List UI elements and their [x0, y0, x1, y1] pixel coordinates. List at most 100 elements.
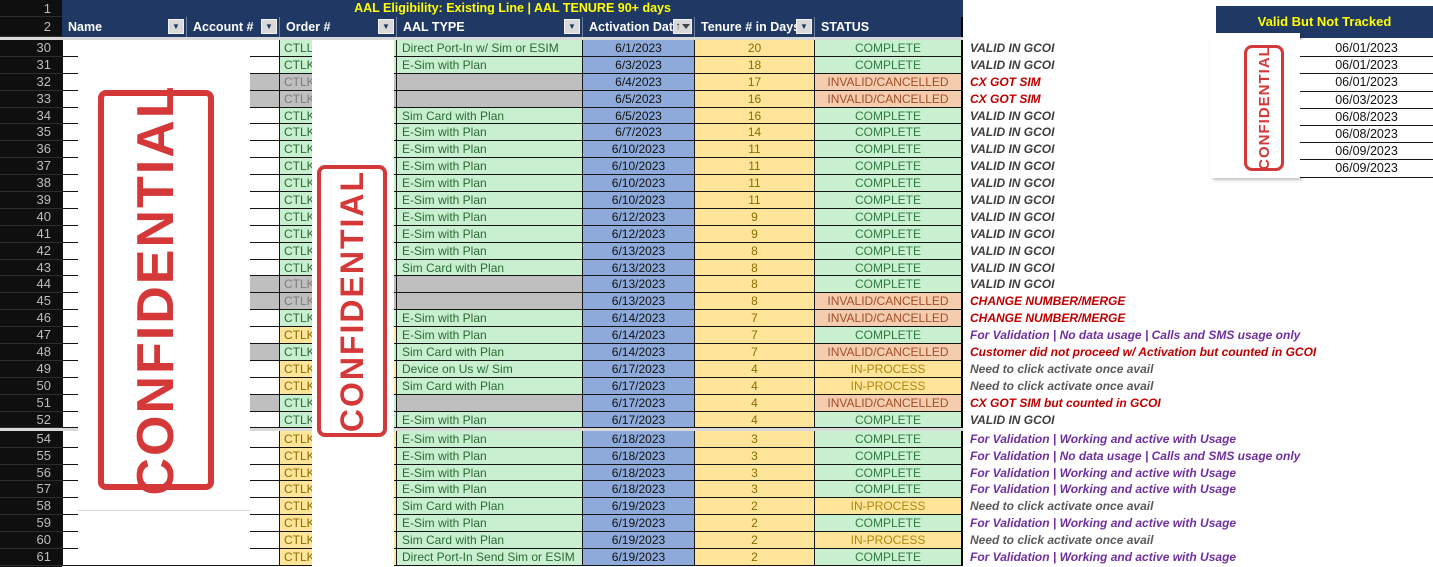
- cell-status[interactable]: IN-PROCESS: [815, 532, 963, 550]
- cell-tenure-days[interactable]: 14: [695, 124, 815, 142]
- cell-aal-type[interactable]: [397, 394, 583, 412]
- row-number[interactable]: 36: [0, 141, 62, 159]
- cell-activation-date[interactable]: 6/3/2023: [583, 56, 695, 74]
- cell-tenure-days[interactable]: 2: [695, 549, 815, 566]
- cell-aal-type[interactable]: E-Sim with Plan: [397, 192, 583, 209]
- cell-activation-date[interactable]: 6/19/2023: [583, 515, 695, 533]
- row-number[interactable]: 58: [0, 498, 62, 516]
- cell-tenure-days[interactable]: 7: [695, 344, 815, 361]
- cell-status[interactable]: INVALID/CANCELLED: [815, 73, 963, 91]
- cell-activation-date[interactable]: 6/18/2023: [583, 464, 695, 482]
- side-panel-date-cell[interactable]: 06/03/2023: [1300, 91, 1433, 109]
- cell-status[interactable]: COMPLETE: [815, 430, 963, 448]
- row-number[interactable]: 39: [0, 192, 62, 209]
- cell-status[interactable]: COMPLETE: [815, 124, 963, 142]
- cell-aal-type[interactable]: E-Sim with Plan: [397, 515, 583, 533]
- cell-tenure-days[interactable]: 17: [695, 73, 815, 91]
- cell-status[interactable]: INVALID/CANCELLED: [815, 344, 963, 361]
- cell-status[interactable]: COMPLETE: [815, 141, 963, 159]
- cell-aal-type[interactable]: Sim Card with Plan: [397, 259, 583, 277]
- cell-status[interactable]: COMPLETE: [815, 225, 963, 243]
- row-number[interactable]: 50: [0, 377, 62, 395]
- cell-activation-date[interactable]: 6/13/2023: [583, 276, 695, 294]
- cell-tenure-days[interactable]: 4: [695, 394, 815, 412]
- side-panel-date-cell[interactable]: 06/09/2023: [1300, 143, 1433, 161]
- cell-status[interactable]: INVALID/CANCELLED: [815, 293, 963, 311]
- cell-activation-date[interactable]: 6/19/2023: [583, 498, 695, 516]
- cell-aal-type[interactable]: E-Sim with Plan: [397, 464, 583, 482]
- cell-aal-type[interactable]: Direct Port-In Send Sim or ESIM: [397, 549, 583, 566]
- cell-activation-date[interactable]: 6/10/2023: [583, 158, 695, 176]
- cell-activation-date[interactable]: 6/18/2023: [583, 430, 695, 448]
- cell-aal-type[interactable]: E-Sim with Plan: [397, 447, 583, 465]
- column-header-account[interactable]: Account # ▼: [187, 17, 280, 37]
- column-header-date[interactable]: Activation Date ↑: [583, 17, 695, 37]
- cell-activation-date[interactable]: 6/17/2023: [583, 377, 695, 395]
- cell-status[interactable]: COMPLETE: [815, 481, 963, 499]
- cell-note[interactable]: Customer did not proceed w/ Activation b…: [963, 344, 1433, 361]
- cell-aal-type[interactable]: Sim Card with Plan: [397, 377, 583, 395]
- cell-note[interactable]: Need to click activate once avail: [963, 498, 1433, 516]
- cell-aal-type[interactable]: [397, 73, 583, 91]
- cell-note[interactable]: For Validation | Working and active with…: [963, 481, 1433, 499]
- cell-status[interactable]: COMPLETE: [815, 276, 963, 294]
- cell-activation-date[interactable]: 6/13/2023: [583, 259, 695, 277]
- cell-aal-type[interactable]: Device on Us w/ Sim: [397, 360, 583, 378]
- cell-activation-date[interactable]: 6/10/2023: [583, 141, 695, 159]
- cell-note[interactable]: VALID IN GCOI: [963, 411, 1433, 429]
- cell-status[interactable]: COMPLETE: [815, 40, 963, 57]
- cell-note[interactable]: For Validation | Working and active with…: [963, 430, 1433, 448]
- cell-tenure-days[interactable]: 16: [695, 107, 815, 125]
- cell-aal-type[interactable]: E-Sim with Plan: [397, 56, 583, 74]
- cell-aal-type[interactable]: E-Sim with Plan: [397, 225, 583, 243]
- side-panel-date-cell[interactable]: 06/08/2023: [1300, 125, 1433, 144]
- cell-activation-date[interactable]: 6/12/2023: [583, 225, 695, 243]
- cell-note[interactable]: VALID IN GCOI: [963, 242, 1433, 260]
- cell-aal-type[interactable]: E-Sim with Plan: [397, 310, 583, 328]
- cell-note[interactable]: CHANGE NUMBER/MERGE: [963, 293, 1433, 311]
- cell-status[interactable]: IN-PROCESS: [815, 498, 963, 516]
- cell-aal-type[interactable]: [397, 293, 583, 311]
- cell-status[interactable]: INVALID/CANCELLED: [815, 394, 963, 412]
- row-number[interactable]: 51: [0, 394, 62, 412]
- cell-tenure-days[interactable]: 9: [695, 208, 815, 226]
- side-panel-date-cell[interactable]: 06/01/2023: [1300, 74, 1433, 92]
- cell-note[interactable]: VALID IN GCOI: [963, 225, 1433, 243]
- cell-activation-date[interactable]: 6/14/2023: [583, 327, 695, 345]
- side-panel-date-cell[interactable]: 06/01/2023: [1300, 40, 1433, 58]
- cell-status[interactable]: COMPLETE: [815, 515, 963, 533]
- cell-note[interactable]: For Validation | Working and active with…: [963, 515, 1433, 533]
- row-number[interactable]: 59: [0, 515, 62, 533]
- filter-dropdown-icon[interactable]: ▼: [378, 19, 394, 34]
- cell-note[interactable]: Need to click activate once avail: [963, 377, 1433, 395]
- filter-dropdown-icon[interactable]: ▼: [564, 19, 580, 34]
- cell-status[interactable]: COMPLETE: [815, 411, 963, 429]
- cell-activation-date[interactable]: 6/13/2023: [583, 293, 695, 311]
- row-number[interactable]: 43: [0, 259, 62, 277]
- cell-activation-date[interactable]: 6/10/2023: [583, 192, 695, 209]
- row-number[interactable]: 38: [0, 175, 62, 193]
- cell-tenure-days[interactable]: 3: [695, 481, 815, 499]
- cell-aal-type[interactable]: E-Sim with Plan: [397, 327, 583, 345]
- cell-note[interactable]: Need to click activate once avail: [963, 532, 1433, 550]
- column-header-aal[interactable]: AAL TYPE ▼: [397, 17, 583, 37]
- cell-status[interactable]: COMPLETE: [815, 549, 963, 566]
- row-number[interactable]: 55: [0, 447, 62, 465]
- cell-aal-type[interactable]: Sim Card with Plan: [397, 498, 583, 516]
- cell-status[interactable]: INVALID/CANCELLED: [815, 310, 963, 328]
- cell-status[interactable]: COMPLETE: [815, 192, 963, 209]
- cell-tenure-days[interactable]: 3: [695, 464, 815, 482]
- row-number[interactable]: 33: [0, 90, 62, 108]
- cell-aal-type[interactable]: E-Sim with Plan: [397, 175, 583, 193]
- row-number[interactable]: 32: [0, 73, 62, 91]
- filter-dropdown-icon[interactable]: ▼: [261, 19, 277, 34]
- cell-aal-type[interactable]: E-Sim with Plan: [397, 411, 583, 429]
- cell-tenure-days[interactable]: 3: [695, 447, 815, 465]
- cell-tenure-days[interactable]: 4: [695, 377, 815, 395]
- row-number[interactable]: 57: [0, 481, 62, 499]
- cell-tenure-days[interactable]: 11: [695, 192, 815, 209]
- filter-dropdown-icon[interactable]: ▼: [796, 19, 812, 34]
- row-number[interactable]: 49: [0, 360, 62, 378]
- cell-status[interactable]: COMPLETE: [815, 175, 963, 193]
- cell-tenure-days[interactable]: 20: [695, 40, 815, 57]
